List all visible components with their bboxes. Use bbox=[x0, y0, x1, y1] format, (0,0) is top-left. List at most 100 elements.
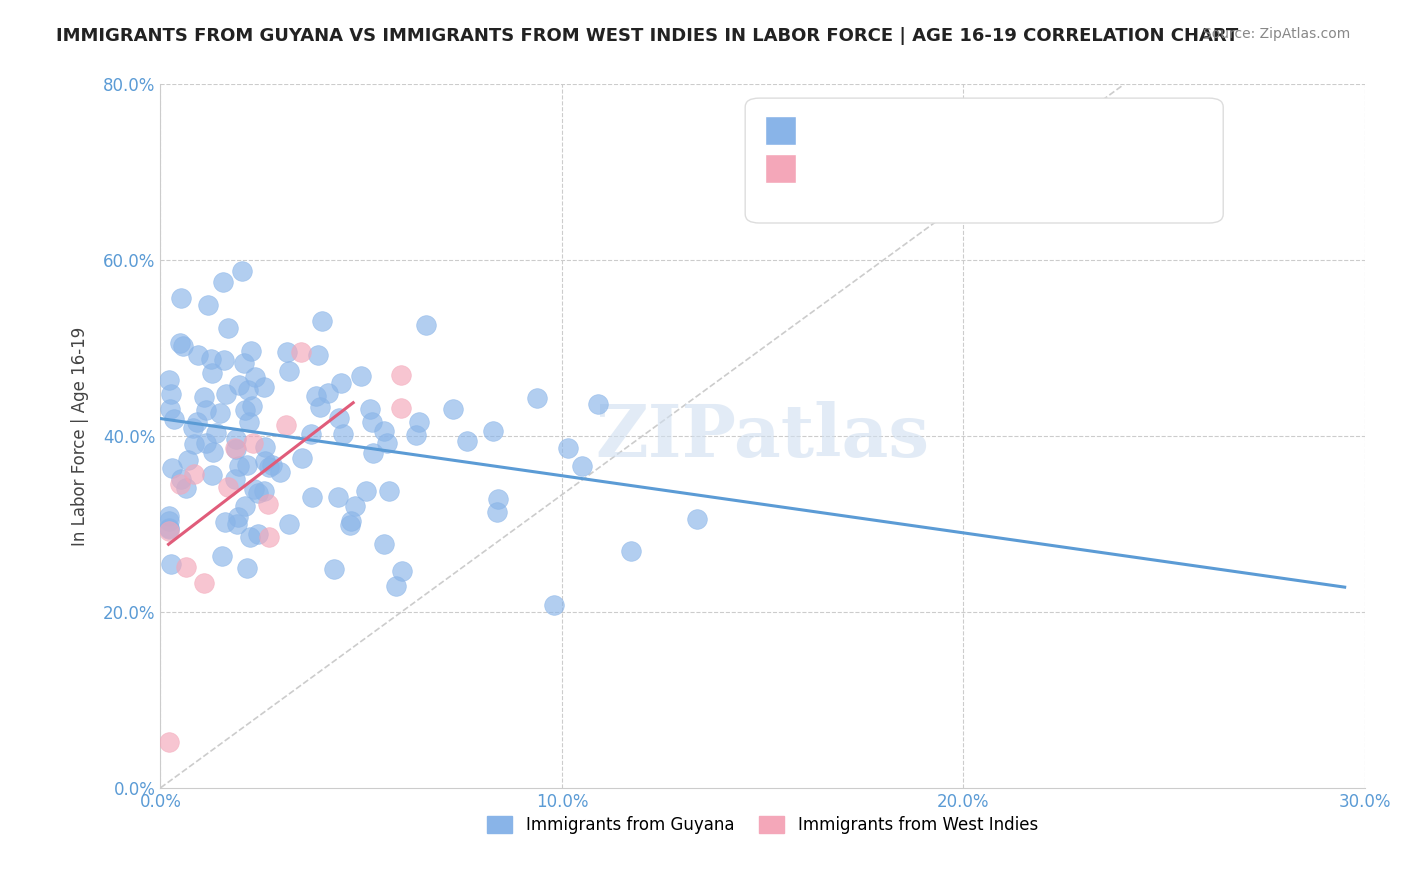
Text: R =: R = bbox=[787, 158, 842, 178]
Point bbox=[441, 401, 464, 416]
Point bbox=[157, 734, 180, 748]
Point bbox=[486, 491, 509, 506]
Point bbox=[177, 453, 200, 467]
Point bbox=[157, 509, 180, 524]
Point bbox=[269, 465, 291, 479]
Point bbox=[330, 376, 353, 391]
Point bbox=[169, 336, 191, 351]
Point bbox=[159, 558, 181, 572]
Point bbox=[217, 480, 239, 494]
Point bbox=[224, 472, 246, 486]
Point bbox=[332, 427, 354, 442]
Point bbox=[240, 344, 263, 359]
Point bbox=[193, 575, 215, 590]
Legend: Immigrants from Guyana, Immigrants from West Indies: Immigrants from Guyana, Immigrants from … bbox=[479, 808, 1046, 843]
Point bbox=[157, 522, 180, 536]
Point bbox=[389, 401, 412, 415]
Point bbox=[257, 497, 280, 511]
Point bbox=[160, 386, 183, 401]
Point bbox=[157, 373, 180, 387]
Point bbox=[163, 412, 186, 426]
Point bbox=[242, 436, 264, 450]
Text: IMMIGRANTS FROM GUYANA VS IMMIGRANTS FROM WEST INDIES IN LABOR FORCE | AGE 16-19: IMMIGRANTS FROM GUYANA VS IMMIGRANTS FRO… bbox=[56, 27, 1239, 45]
Point bbox=[339, 514, 361, 528]
Point bbox=[389, 368, 412, 382]
Point bbox=[361, 415, 384, 429]
Point bbox=[193, 390, 215, 404]
Point bbox=[350, 368, 373, 383]
Point bbox=[211, 549, 233, 563]
Point bbox=[344, 499, 367, 513]
Point bbox=[373, 536, 395, 550]
Text: 110: 110 bbox=[1033, 120, 1074, 139]
Point bbox=[170, 472, 193, 486]
Point bbox=[236, 561, 259, 575]
Point bbox=[200, 351, 222, 366]
Point bbox=[233, 356, 256, 370]
Point bbox=[685, 512, 707, 526]
Point bbox=[243, 482, 266, 496]
Point bbox=[253, 440, 276, 454]
Point bbox=[181, 421, 204, 435]
Point bbox=[233, 500, 256, 514]
Point bbox=[257, 460, 280, 475]
Point bbox=[290, 344, 312, 359]
Point bbox=[361, 446, 384, 460]
Point bbox=[486, 505, 509, 519]
Point bbox=[354, 484, 377, 499]
Point bbox=[204, 425, 226, 440]
Point bbox=[226, 516, 249, 531]
Point bbox=[169, 476, 191, 491]
Point bbox=[620, 544, 643, 558]
Point bbox=[253, 484, 276, 499]
Point bbox=[214, 352, 236, 367]
Point bbox=[187, 348, 209, 362]
Point bbox=[186, 415, 208, 429]
Point bbox=[278, 364, 301, 378]
Point bbox=[276, 344, 298, 359]
Point bbox=[586, 397, 609, 411]
Point bbox=[231, 264, 253, 278]
Point bbox=[307, 348, 329, 362]
Point bbox=[157, 514, 180, 528]
Point bbox=[208, 407, 231, 421]
Point bbox=[301, 490, 323, 504]
Point bbox=[157, 524, 180, 538]
Point bbox=[224, 441, 246, 455]
Text: ZIPatlas: ZIPatlas bbox=[596, 401, 929, 472]
Point bbox=[373, 424, 395, 438]
Text: N =: N = bbox=[977, 120, 1021, 139]
Point bbox=[247, 486, 270, 500]
Point bbox=[299, 426, 322, 441]
Point bbox=[157, 521, 180, 535]
Point bbox=[183, 467, 205, 481]
Point bbox=[159, 401, 181, 416]
Point bbox=[571, 458, 593, 473]
Point bbox=[257, 530, 280, 544]
Point bbox=[557, 441, 579, 455]
Point bbox=[201, 366, 224, 380]
Text: -0.310: -0.310 bbox=[865, 120, 934, 139]
Point bbox=[328, 410, 350, 425]
Point bbox=[543, 598, 565, 612]
Point bbox=[311, 314, 333, 328]
Point bbox=[225, 442, 247, 456]
Text: N =: N = bbox=[977, 158, 1021, 178]
Point bbox=[359, 401, 381, 416]
Point bbox=[253, 379, 276, 393]
Point bbox=[323, 562, 346, 576]
Point bbox=[378, 484, 401, 499]
Point bbox=[262, 458, 284, 472]
Point bbox=[215, 386, 238, 401]
Point bbox=[201, 467, 224, 482]
Point bbox=[375, 435, 398, 450]
Point bbox=[278, 516, 301, 531]
Point bbox=[217, 320, 239, 334]
Point bbox=[482, 424, 505, 438]
Point bbox=[246, 527, 269, 541]
Point bbox=[316, 386, 339, 401]
Point bbox=[305, 389, 328, 403]
Point bbox=[415, 318, 437, 333]
Point bbox=[160, 460, 183, 475]
Point bbox=[236, 458, 259, 472]
